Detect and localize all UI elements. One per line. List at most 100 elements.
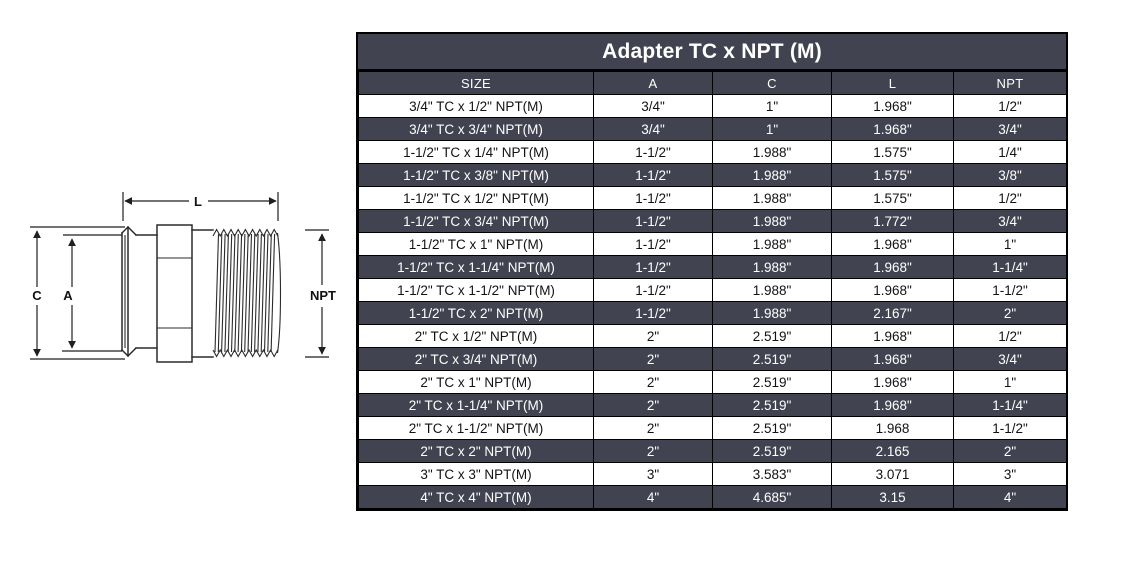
cell-c: 2.519": [712, 370, 832, 394]
table-row: 1-1/2" TC x 3/8" NPT(M) 1-1/2" 1.988" 1.575…: [358, 163, 1067, 187]
cell-l: 1.968": [831, 278, 954, 302]
spec-data-table: SIZE A C L NPT 3/4" TC x 1/2" NPT(M) 3/4" 1" 1.…: [358, 71, 1067, 509]
table-row: 3/4" TC x 3/4" NPT(M) 3/4" 1" 1.968" 3/4": [358, 117, 1067, 141]
cell-c: 2.519": [712, 439, 832, 463]
cell-a: 2": [593, 347, 713, 371]
cell-a: 2": [593, 416, 713, 440]
cell-l: 1.968: [831, 416, 954, 440]
table-row: 1-1/2" TC x 3/4" NPT(M) 1-1/2" 1.988" 1.772…: [358, 209, 1067, 233]
cell-size: 1-1/2" TC x 1/4" NPT(M): [358, 140, 594, 164]
cell-a: 1-1/2": [593, 209, 713, 233]
cell-a: 1-1/2": [593, 278, 713, 302]
cell-size: 2" TC x 1-1/2" NPT(M): [358, 416, 594, 440]
table-title: Adapter TC x NPT (M): [358, 34, 1066, 71]
column-header-npt: NPT: [953, 71, 1067, 95]
cell-size: 3/4" TC x 3/4" NPT(M): [358, 117, 594, 141]
table-row: 2" TC x 1/2" NPT(M) 2" 2.519" 1.968" 1/2": [358, 324, 1067, 348]
cell-c: 1.988": [712, 209, 832, 233]
column-header-c: C: [712, 71, 832, 95]
cell-a: 1-1/2": [593, 255, 713, 279]
cell-size: 1-1/2" TC x 3/4" NPT(M): [358, 209, 594, 233]
dim-label-c: C: [32, 288, 42, 303]
cell-size: 2" TC x 1" NPT(M): [358, 370, 594, 394]
cell-c: 1.988": [712, 232, 832, 256]
cell-npt: 1-1/4": [953, 393, 1067, 417]
spec-table: Adapter TC x NPT (M) SIZE A C L NPT 3/4" TC …: [356, 32, 1068, 511]
table-row: 1-1/2" TC x 2" NPT(M) 1-1/2" 1.988" 2.167" 2…: [358, 301, 1067, 325]
table-row: 1-1/2" TC x 1" NPT(M) 1-1/2" 1.988" 1.968" 1…: [358, 232, 1067, 256]
cell-npt: 1-1/2": [953, 278, 1067, 302]
cell-l: 1.968": [831, 232, 954, 256]
cell-npt: 1/2": [953, 186, 1067, 210]
cell-npt: 2": [953, 301, 1067, 325]
cell-size: 4" TC x 4" NPT(M): [358, 485, 594, 509]
cell-a: 1-1/2": [593, 232, 713, 256]
table-row: 2" TC x 1" NPT(M) 2" 2.519" 1.968" 1": [358, 370, 1067, 394]
table-row: 3" TC x 3" NPT(M) 3" 3.583" 3.071 3": [358, 462, 1067, 486]
cell-c: 1.988": [712, 140, 832, 164]
npt-threads: [212, 228, 282, 358]
cell-size: 1-1/2" TC x 3/8" NPT(M): [358, 163, 594, 187]
table-row: 2" TC x 1-1/4" NPT(M) 2" 2.519" 1.968" 1-1/4…: [358, 393, 1067, 417]
table-row: 2" TC x 3/4" NPT(M) 2" 2.519" 1.968" 3/4": [358, 347, 1067, 371]
cell-size: 1-1/2" TC x 1-1/2" NPT(M): [358, 278, 594, 302]
fitting-outline: [120, 224, 214, 363]
table-row: 1-1/2" TC x 1-1/4" NPT(M) 1-1/2" 1.988" 1.9…: [358, 255, 1067, 279]
thread-hatch-lines: [214, 233, 276, 353]
cell-l: 3.071: [831, 462, 954, 486]
cell-a: 3/4": [593, 117, 713, 141]
cell-l: 1.575": [831, 163, 954, 187]
cell-a: 3/4": [593, 94, 713, 118]
table-row: 1-1/2" TC x 1/2" NPT(M) 1-1/2" 1.988" 1.575…: [358, 186, 1067, 210]
cell-l: 1.575": [831, 186, 954, 210]
cell-npt: 3/4": [953, 209, 1067, 233]
cell-a: 2": [593, 324, 713, 348]
cell-npt: 1": [953, 370, 1067, 394]
dim-label-npt: NPT: [310, 288, 336, 303]
cell-size: 3/4" TC x 1/2" NPT(M): [358, 94, 594, 118]
cell-npt: 2": [953, 439, 1067, 463]
cell-l: 1.968": [831, 255, 954, 279]
cell-c: 2.519": [712, 347, 832, 371]
cell-npt: 1/2": [953, 94, 1067, 118]
dimension-c: C: [30, 226, 125, 360]
dimension-a: A: [62, 234, 122, 352]
cell-npt: 1-1/2": [953, 416, 1067, 440]
cell-l: 1.575": [831, 140, 954, 164]
cell-npt: 1-1/4": [953, 255, 1067, 279]
cell-size: 2" TC x 1/2" NPT(M): [358, 324, 594, 348]
cell-npt: 3/4": [953, 347, 1067, 371]
cell-l: 1.968": [831, 370, 954, 394]
cell-size: 1-1/2" TC x 1" NPT(M): [358, 232, 594, 256]
cell-l: 1.968": [831, 347, 954, 371]
cell-c: 2.519": [712, 393, 832, 417]
cell-a: 4": [593, 485, 713, 509]
cell-c: 1.988": [712, 278, 832, 302]
cell-npt: 3/4": [953, 117, 1067, 141]
cell-size: 1-1/2" TC x 1-1/4" NPT(M): [358, 255, 594, 279]
cell-c: 1.988": [712, 163, 832, 187]
cell-a: 2": [593, 370, 713, 394]
cell-c: 2.519": [712, 416, 832, 440]
table-row: 4" TC x 4" NPT(M) 4" 4.685" 3.15 4": [358, 485, 1067, 509]
table-row: 3/4" TC x 1/2" NPT(M) 3/4" 1" 1.968" 1/2": [358, 94, 1067, 118]
cell-c: 1": [712, 94, 832, 118]
cell-a: 1-1/2": [593, 163, 713, 187]
cell-c: 1.988": [712, 186, 832, 210]
cell-size: 2" TC x 3/4" NPT(M): [358, 347, 594, 371]
cell-c: 1.988": [712, 301, 832, 325]
cell-npt: 3": [953, 462, 1067, 486]
cell-c: 4.685": [712, 485, 832, 509]
cell-a: 1-1/2": [593, 140, 713, 164]
cell-l: 1.968": [831, 117, 954, 141]
cell-l: 1.968": [831, 393, 954, 417]
cell-l: 1.968": [831, 94, 954, 118]
dimension-npt: NPT: [305, 229, 336, 358]
column-header-l: L: [831, 71, 954, 95]
cell-size: 2" TC x 2" NPT(M): [358, 439, 594, 463]
table-row: 1-1/2" TC x 1/4" NPT(M) 1-1/2" 1.988" 1.575…: [358, 140, 1067, 164]
table-row: 2" TC x 2" NPT(M) 2" 2.519" 2.165 2": [358, 439, 1067, 463]
cell-l: 2.165: [831, 439, 954, 463]
cell-a: 1-1/2": [593, 186, 713, 210]
adapter-diagram: L C A NPT: [30, 192, 336, 363]
